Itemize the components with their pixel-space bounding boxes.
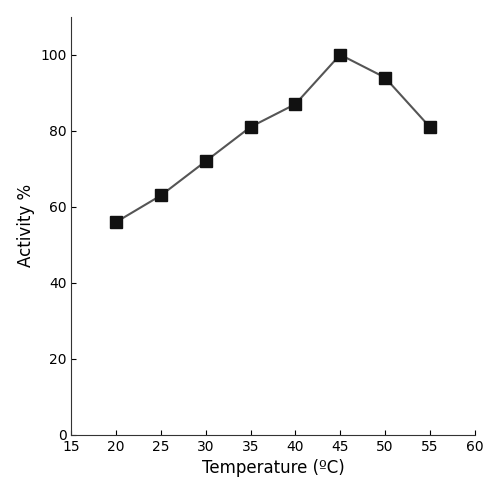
X-axis label: Temperature (ºC): Temperature (ºC) — [202, 459, 344, 477]
Y-axis label: Activity %: Activity % — [16, 184, 34, 267]
